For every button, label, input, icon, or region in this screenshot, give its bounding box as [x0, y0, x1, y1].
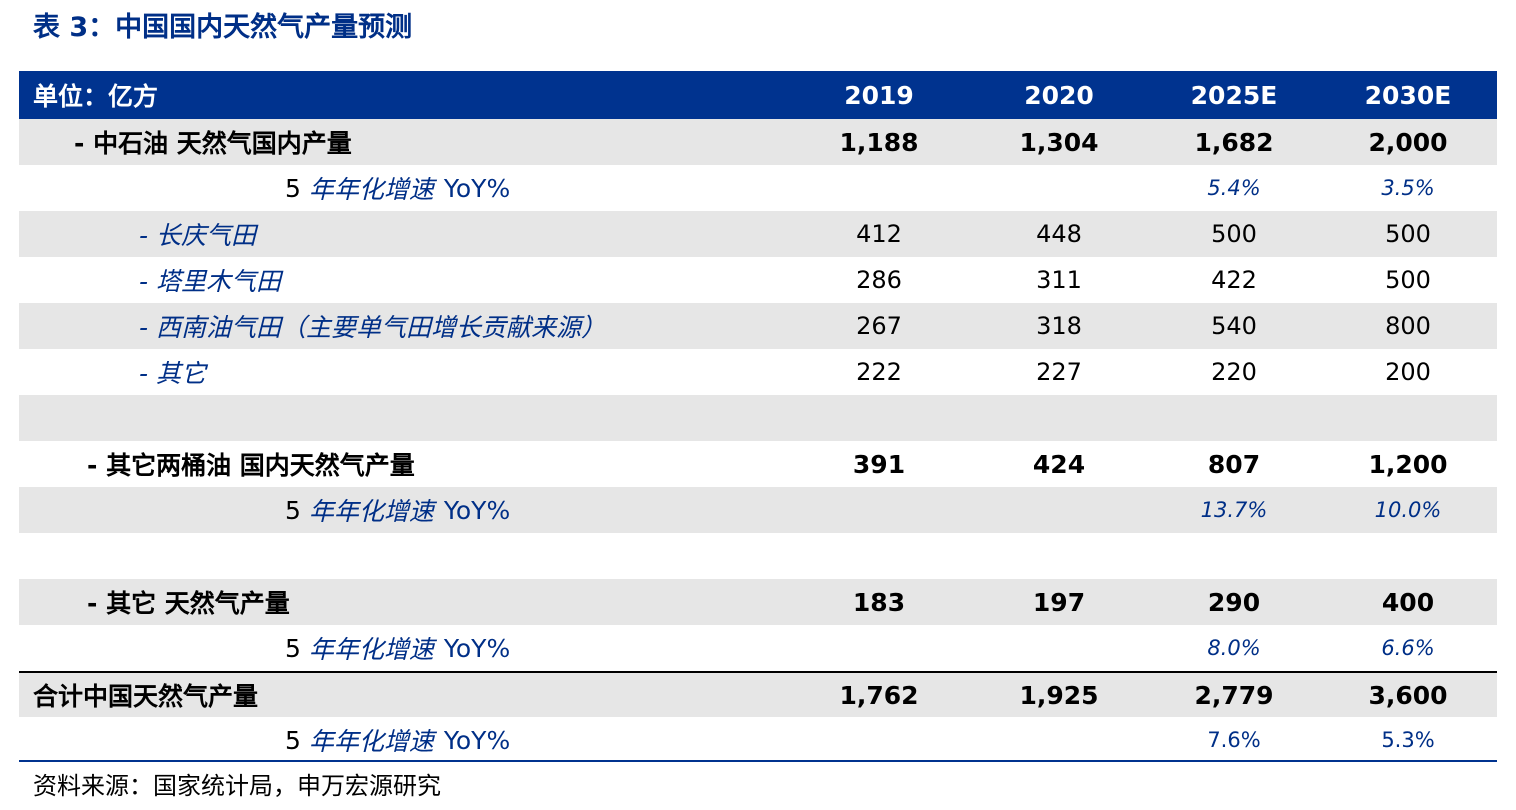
table-row: - 中石油 天然气国内产量 1,188 1,304 1,682 2,000	[19, 119, 1497, 165]
table-row: 5 年年化增速 YoY% 5.4% 3.5%	[285, 173, 1435, 205]
table-row: - 其它 天然气产量 183 197 290 400	[19, 579, 1497, 625]
table-row: - 其它两桶油 国内天然气产量 391 424 807 1,200	[87, 449, 1448, 481]
table-row: - 其它 222 227 220 200	[139, 358, 1431, 388]
table-row: - 长庆气田 412 448 500 500	[19, 211, 1497, 257]
col-2019: 2019	[844, 80, 914, 110]
page-title: 表 3：中国国内天然气产量预测	[33, 12, 413, 43]
table-row: 5 年年化增速 YoY% 13.7% 10.0%	[19, 487, 1497, 533]
table-row: 5 年年化增速 YoY% 7.6% 5.3%	[285, 725, 1435, 757]
unit-label: 单位：亿方	[33, 82, 159, 111]
table-row: - 塔里木气田 286 311 422 500	[139, 266, 1431, 296]
spacer-row	[19, 533, 1497, 579]
spacer-row	[19, 395, 1497, 441]
total-row: 合计中国天然气产量 1,762 1,925 2,779 3,600	[19, 671, 1497, 717]
footer-divider	[19, 760, 1497, 762]
source-note: 资料来源：国家统计局，申万宏源研究	[33, 772, 441, 800]
col-2025e: 2025E	[1190, 80, 1278, 110]
table-row: - 西南油气田（主要单气田增长贡献来源） 267 318 540 800	[19, 303, 1497, 349]
table-row: 5 年年化增速 YoY% 8.0% 6.6%	[285, 633, 1435, 665]
table-header: 单位：亿方 2019 2020 2025E 2030E	[19, 71, 1497, 119]
col-2020: 2020	[1024, 80, 1094, 110]
col-2030e: 2030E	[1364, 80, 1452, 110]
gas-production-table: 单位：亿方 2019 2020 2025E 2030E - 中石油 天然气国内产…	[19, 71, 1497, 763]
